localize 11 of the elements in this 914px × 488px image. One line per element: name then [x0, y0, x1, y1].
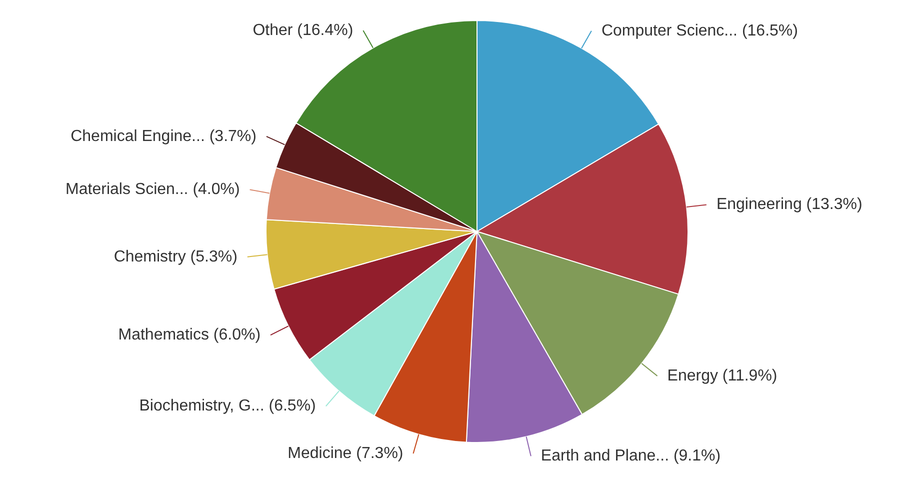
slice-label: Engineering (13.3%) [716, 196, 862, 214]
slice-label: Other (16.4%) [252, 22, 354, 39]
slice-label: Computer Scienc... (16.5%) [601, 22, 798, 40]
slice-label: Chemistry (5.3%) [114, 248, 238, 266]
slice-label: Energy (11.9%) [667, 367, 778, 384]
slice-label: Materials Scien... (4.0%) [66, 181, 240, 198]
slice-label: Biochemistry, G... (6.5%) [139, 398, 316, 415]
slice-label: Chemical Engine... (3.7%) [70, 128, 256, 145]
slice-label: Mathematics (6.0%) [118, 326, 261, 344]
slice-label: Medicine (7.3%) [288, 444, 404, 462]
slice-label: Earth and Plane... (9.1%) [540, 448, 721, 465]
